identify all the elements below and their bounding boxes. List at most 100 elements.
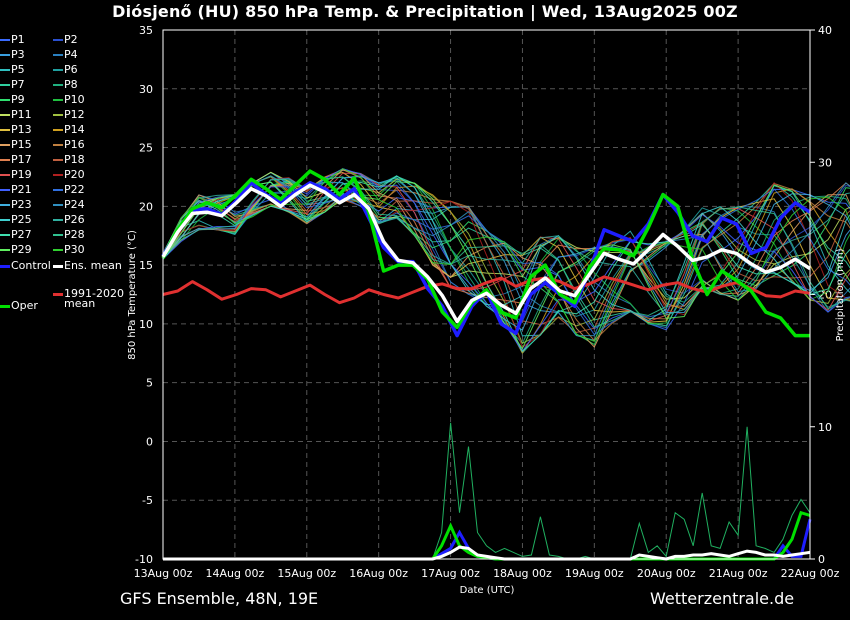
legend-item-p22: P22 — [53, 184, 85, 195]
y-tick-label: 35 — [139, 24, 153, 37]
legend-swatch — [0, 159, 10, 161]
legend-item-p16: P16 — [53, 139, 85, 150]
legend-swatch — [0, 174, 10, 176]
member-line-p21 — [162, 168, 850, 353]
legend-swatch — [53, 234, 63, 236]
y2-tick-label: 0 — [818, 553, 825, 566]
legend-item-ens-mean: Ens. mean — [53, 260, 122, 271]
legend-swatch — [0, 144, 10, 146]
member-line-p27 — [162, 175, 850, 353]
legend-item-oper: Oper — [0, 300, 38, 311]
x-tick-label: 15Aug 00z — [277, 567, 336, 580]
x-tick-label: 22Aug 00z — [781, 567, 840, 580]
legend-item-p23: P23 — [0, 199, 32, 210]
legend-item-p1: P1 — [0, 34, 25, 45]
x-tick-label: 13Aug 00z — [134, 567, 193, 580]
legend-item-p2: P2 — [53, 34, 78, 45]
legend-swatch — [0, 84, 10, 86]
precip-member-envelope — [163, 422, 811, 560]
legend-item-p28: P28 — [53, 229, 85, 240]
legend-label: P1 — [11, 33, 25, 46]
legend-label: 1991-2020 — [64, 287, 124, 300]
x-tick-label: 20Aug 00z — [637, 567, 696, 580]
chart-grid — [163, 29, 811, 560]
legend-item-p12: P12 — [53, 109, 85, 120]
legend-clim-mean-line2: mean — [64, 297, 96, 310]
member-line-p18 — [162, 175, 850, 334]
y-tick-label: -5 — [142, 494, 153, 507]
legend-item-p6: P6 — [53, 64, 78, 75]
legend-label: P21 — [11, 183, 32, 196]
y2-axis-label: Precipitation (mm) — [835, 248, 846, 341]
footer-model-info: GFS Ensemble, 48N, 19E — [120, 589, 319, 608]
legend-label: P10 — [64, 93, 85, 106]
legend-swatch — [0, 189, 10, 191]
legend-label: P15 — [11, 138, 32, 151]
main-series-lines — [161, 169, 811, 338]
legend-swatch — [53, 69, 63, 71]
legend-label: P13 — [11, 123, 32, 136]
legend-swatch — [53, 84, 63, 86]
legend-item-p27: P27 — [0, 229, 32, 240]
legend-item-p26: P26 — [53, 214, 85, 225]
y-tick-label: 10 — [139, 318, 153, 331]
legend-swatch — [53, 129, 63, 131]
footer-site-name: Wetterzentrale.de — [650, 589, 795, 608]
legend-swatch — [53, 114, 63, 116]
legend-label: P24 — [64, 198, 85, 211]
legend-swatch — [0, 219, 10, 221]
legend-swatch — [53, 159, 63, 161]
x-axis-ticks: 13Aug 00z 14Aug 00z 15Aug 00z 16Aug 00z 17Au… — [134, 567, 840, 580]
legend-swatch — [53, 54, 63, 56]
y-tick-label: 5 — [146, 377, 153, 390]
y-tick-label: -10 — [135, 553, 153, 566]
y2-tick-label: 30 — [818, 156, 832, 169]
x-tick-label: 21Aug 00z — [709, 567, 768, 580]
legend-label: P12 — [64, 108, 85, 121]
legend-swatch — [53, 292, 63, 296]
legend-label: P5 — [11, 63, 25, 76]
y2-tick-label: 40 — [818, 24, 832, 37]
legend-swatch — [0, 69, 10, 71]
legend-item-p30: P30 — [53, 244, 85, 255]
legend-swatch — [53, 204, 63, 206]
legend-item-p21: P21 — [0, 184, 32, 195]
x-tick-label: 14Aug 00z — [206, 567, 265, 580]
legend-item-p5: P5 — [0, 64, 25, 75]
legend-label: P20 — [64, 168, 85, 181]
legend-label: P9 — [11, 93, 25, 106]
legend-item-p20: P20 — [53, 169, 85, 180]
legend-swatch — [0, 234, 10, 236]
legend-label: P11 — [11, 108, 32, 121]
legend-label: P2 — [64, 33, 78, 46]
legend-label: P29 — [11, 243, 32, 256]
legend-item-p18: P18 — [53, 154, 85, 165]
legend-item-p14: P14 — [53, 124, 85, 135]
legend-item-clim-mean: 1991-2020 — [53, 288, 124, 299]
legend-label: Oper — [11, 299, 38, 312]
legend-label: P23 — [11, 198, 32, 211]
legend-item-p8: P8 — [53, 79, 78, 90]
legend-swatch — [53, 99, 63, 101]
legend-label: P25 — [11, 213, 32, 226]
y-tick-label: 20 — [139, 200, 153, 213]
legend-label: Control — [11, 259, 51, 272]
x-tick-label: 18Aug 00z — [493, 567, 552, 580]
legend-swatch — [0, 99, 10, 101]
legend-swatch — [53, 39, 63, 41]
precip-oper-line — [163, 510, 811, 561]
legend-swatch — [53, 264, 63, 268]
legend-item-p17: P17 — [0, 154, 32, 165]
legend-label: P26 — [64, 213, 85, 226]
legend-label: P30 — [64, 243, 85, 256]
legend-label: P8 — [64, 78, 78, 91]
legend-swatch — [0, 264, 10, 268]
legend-label: P19 — [11, 168, 32, 181]
y-tick-label: 15 — [139, 259, 153, 272]
series-line-ens-mean — [161, 183, 811, 324]
member-line-p30 — [162, 168, 850, 343]
legend-item-p24: P24 — [53, 199, 85, 210]
series-line-oper — [161, 169, 810, 338]
y-axis-ticks: -10 -5 0 5 10 15 20 25 30 35 — [135, 24, 153, 566]
x-axis-label: Date (UTC) — [460, 585, 515, 596]
